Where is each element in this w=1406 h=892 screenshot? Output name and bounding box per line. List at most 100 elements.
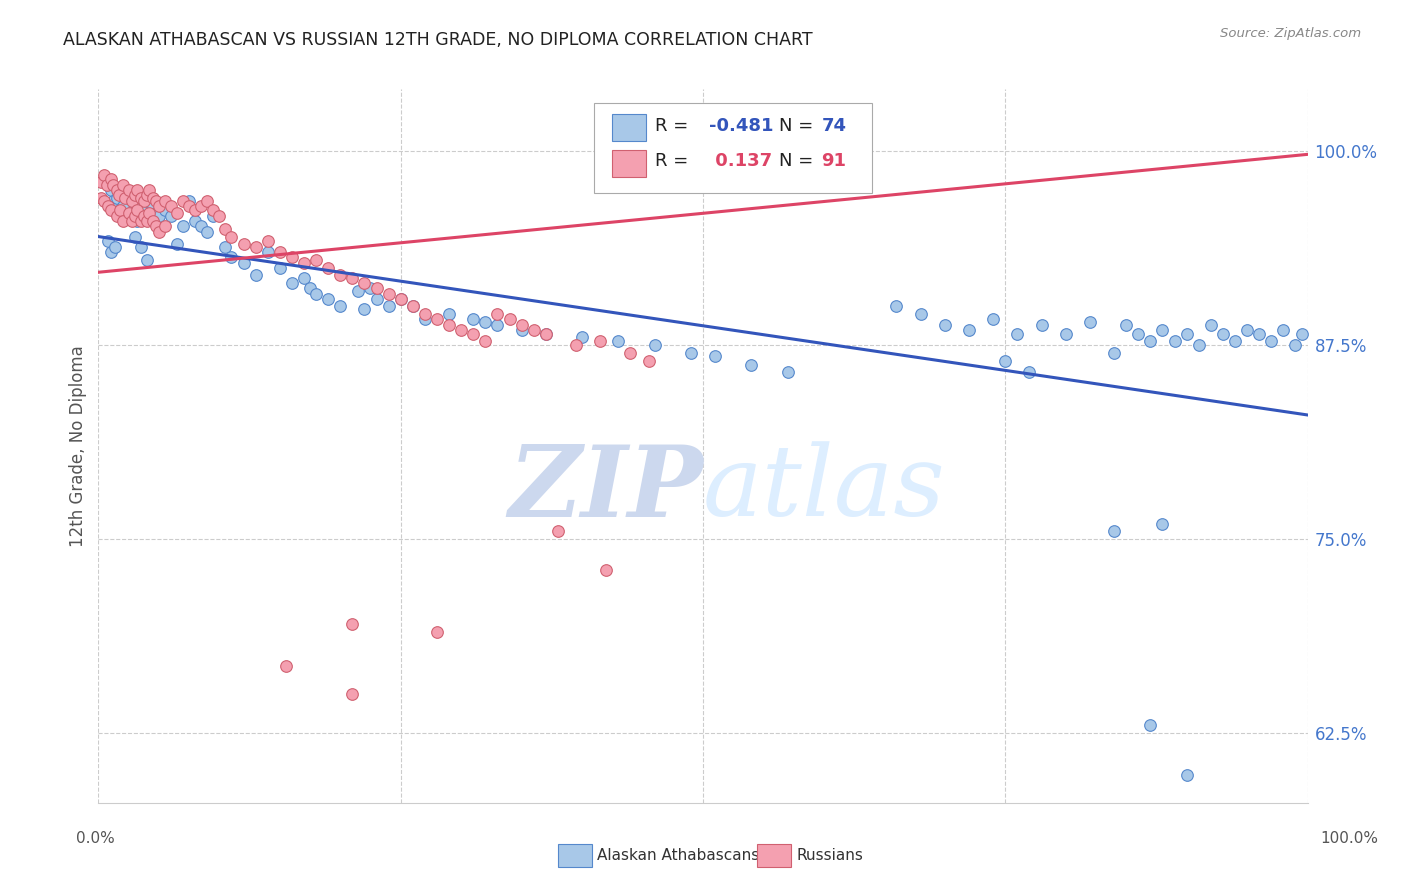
Point xyxy=(142,214,165,228)
Text: 0.0%: 0.0% xyxy=(76,831,115,846)
Point xyxy=(934,318,956,332)
Point xyxy=(292,256,315,270)
Bar xyxy=(613,150,647,177)
Point xyxy=(740,359,762,373)
Point xyxy=(1031,318,1053,332)
Point xyxy=(463,327,485,342)
Point xyxy=(93,175,115,189)
Point xyxy=(342,687,364,701)
Point xyxy=(329,299,352,313)
Point xyxy=(299,281,322,295)
Point xyxy=(256,234,278,248)
Text: R =: R = xyxy=(655,153,693,170)
Point xyxy=(232,237,254,252)
Point xyxy=(377,299,399,313)
Point xyxy=(281,276,304,290)
Point xyxy=(179,198,201,212)
Point xyxy=(571,330,593,344)
Text: R =: R = xyxy=(655,117,693,135)
Point xyxy=(160,210,183,224)
Point xyxy=(172,219,194,233)
Point xyxy=(190,219,212,233)
Point xyxy=(329,268,352,283)
Point xyxy=(138,206,160,220)
Point xyxy=(776,365,799,379)
Point xyxy=(1291,327,1313,342)
Point xyxy=(377,287,399,301)
Point xyxy=(994,353,1017,368)
Point xyxy=(1188,338,1211,352)
Text: 91: 91 xyxy=(821,153,846,170)
Point xyxy=(100,245,122,260)
Point xyxy=(108,187,131,202)
Point xyxy=(138,187,160,202)
Point xyxy=(565,338,588,352)
Point xyxy=(886,299,908,313)
Point xyxy=(90,191,112,205)
Point xyxy=(426,311,449,326)
Point xyxy=(153,194,176,208)
Point xyxy=(127,214,149,228)
Point xyxy=(463,311,485,326)
Point xyxy=(474,334,496,348)
Point xyxy=(129,203,152,218)
Point xyxy=(105,210,128,224)
Point xyxy=(111,214,134,228)
Point xyxy=(1284,338,1306,352)
Point xyxy=(179,194,201,208)
Text: Alaskan Athabascans: Alaskan Athabascans xyxy=(596,848,759,863)
Point xyxy=(245,268,267,283)
Point xyxy=(134,210,156,224)
Point xyxy=(1236,323,1258,337)
Point xyxy=(97,234,120,248)
Point xyxy=(1054,327,1077,342)
Point xyxy=(121,206,143,220)
Point xyxy=(121,214,143,228)
Text: Source: ZipAtlas.com: Source: ZipAtlas.com xyxy=(1220,27,1361,40)
Point xyxy=(124,194,146,208)
Point xyxy=(134,194,156,208)
Text: ZIP: ZIP xyxy=(508,441,703,537)
Point xyxy=(637,353,659,368)
Point xyxy=(523,323,546,337)
Point xyxy=(589,334,612,348)
Point xyxy=(1078,315,1101,329)
Point xyxy=(413,311,436,326)
Point xyxy=(547,524,569,539)
Point xyxy=(142,198,165,212)
Point xyxy=(426,625,449,640)
Point xyxy=(619,346,641,360)
Point xyxy=(148,198,170,212)
Point xyxy=(413,307,436,321)
Point xyxy=(644,338,666,352)
Point xyxy=(105,191,128,205)
Point xyxy=(1152,516,1174,531)
Point xyxy=(534,327,557,342)
Point xyxy=(1272,323,1295,337)
Point xyxy=(135,194,157,208)
Point xyxy=(1175,768,1198,782)
Point xyxy=(148,210,170,224)
Text: N =: N = xyxy=(779,117,820,135)
Point xyxy=(160,198,183,212)
Point xyxy=(166,237,188,252)
Point xyxy=(135,214,157,228)
Point xyxy=(1018,365,1040,379)
Text: atlas: atlas xyxy=(703,442,946,536)
Point xyxy=(1175,327,1198,342)
Point xyxy=(134,210,156,224)
Point xyxy=(510,323,533,337)
Point xyxy=(135,252,157,267)
Point xyxy=(1260,334,1282,348)
Point xyxy=(1128,327,1150,342)
Point xyxy=(534,327,557,342)
Point xyxy=(138,183,160,197)
Point xyxy=(437,318,460,332)
Point xyxy=(607,334,630,348)
Point xyxy=(1139,334,1161,348)
Point xyxy=(190,198,212,212)
Point xyxy=(1007,327,1029,342)
Point xyxy=(118,187,141,202)
Point xyxy=(124,210,146,224)
Point xyxy=(108,203,131,218)
